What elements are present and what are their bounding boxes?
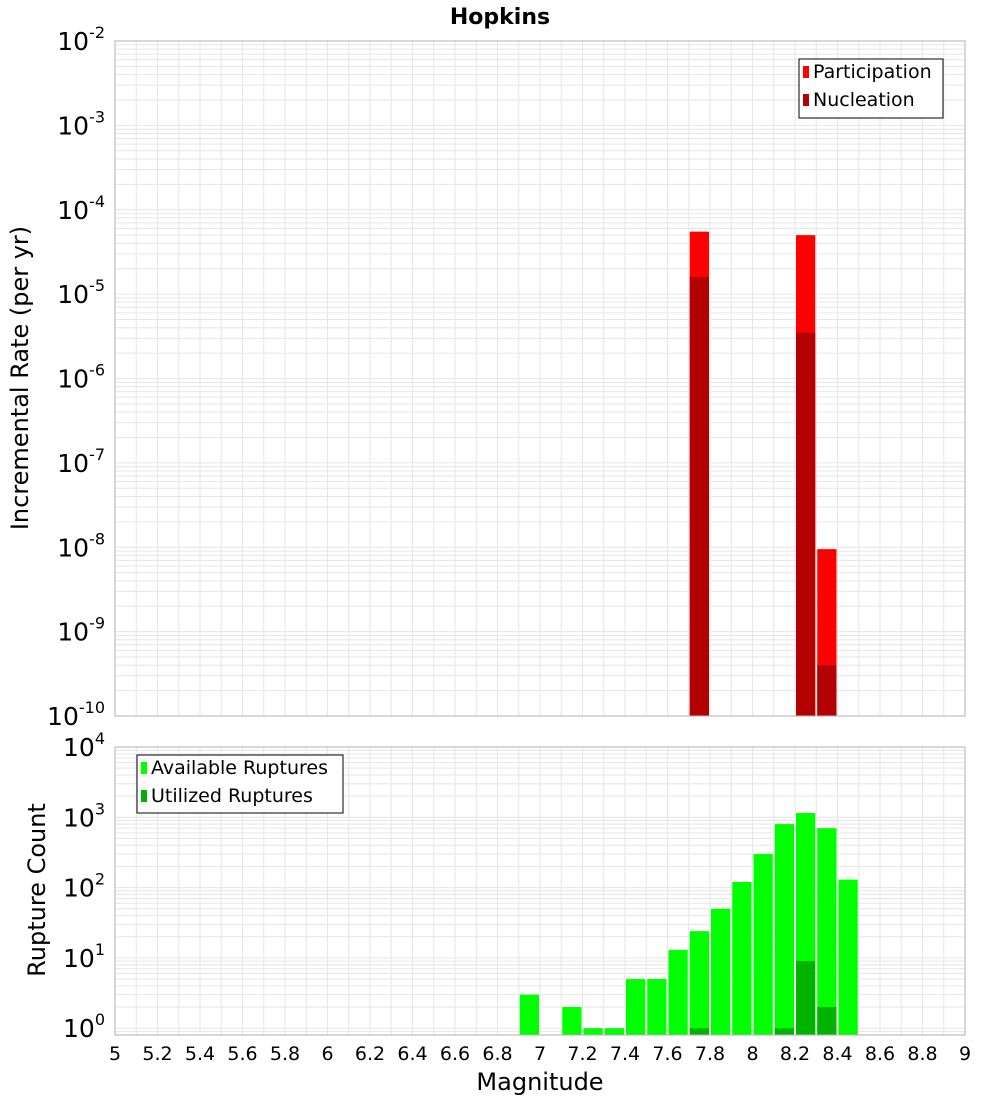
- y-tick-label: 10-6: [57, 361, 105, 394]
- available-bar: [753, 854, 773, 1035]
- x-tick-label: 7.6: [652, 1043, 682, 1065]
- x-axis-label: Magnitude: [476, 1068, 603, 1096]
- count-panel: 104 103 102 101 100 Available Ruptures Utilize…: [63, 729, 971, 1065]
- available-bar: [668, 949, 688, 1035]
- utilized-bar: [689, 1028, 709, 1035]
- x-tick-label: 7.2: [567, 1043, 597, 1065]
- available-bar: [647, 979, 667, 1035]
- x-tick-label: 7.8: [695, 1043, 725, 1065]
- y-tick-label: 10-5: [57, 276, 105, 309]
- y-tick-label: 10-3: [57, 107, 105, 140]
- legend-swatch: [141, 790, 147, 802]
- x-tick-label: 8.6: [865, 1043, 895, 1065]
- y-tick-label: 10-2: [57, 23, 105, 56]
- y-tick-label: 10-8: [57, 529, 105, 562]
- nucleation-bar: [796, 332, 816, 716]
- x-tick-label: 8: [746, 1043, 758, 1065]
- legend-label: Participation: [813, 61, 932, 83]
- y-tick-label: 102: [63, 870, 105, 903]
- legend-label: Available Ruptures: [151, 757, 328, 779]
- available-bar: [774, 824, 794, 1035]
- available-bar: [711, 908, 731, 1035]
- legend-swatch: [803, 66, 809, 78]
- utilized-bar: [774, 1028, 794, 1035]
- nucleation-bar: [689, 276, 709, 716]
- utilized-bar: [817, 1007, 837, 1035]
- x-tick-label: 8.4: [822, 1043, 852, 1065]
- plot-frame: [114, 40, 966, 717]
- available-bar: [689, 931, 709, 1035]
- x-tick-label: 8.8: [907, 1043, 937, 1065]
- y-tick-label: 10-7: [57, 445, 105, 478]
- x-tick-label: 6: [321, 1043, 333, 1065]
- available-bar: [583, 1028, 603, 1035]
- x-tick-label: 6.4: [397, 1043, 427, 1065]
- y-tick-label: 10-10: [47, 698, 105, 731]
- legend-label: Utilized Ruptures: [151, 785, 313, 807]
- x-tick-label: 5.6: [227, 1043, 257, 1065]
- legend-box: [798, 58, 944, 119]
- x-tick-label: 5.8: [270, 1043, 300, 1065]
- available-bar: [519, 994, 539, 1035]
- x-tick-label: 9: [959, 1043, 971, 1065]
- bottom-y-axis-label: Rupture Count: [23, 803, 51, 977]
- legend-label: Nucleation: [813, 89, 915, 111]
- x-tick-label: 5: [109, 1043, 121, 1065]
- x-tick-label: 7.4: [610, 1043, 640, 1065]
- y-tick-label: 100: [63, 1010, 105, 1043]
- available-bar: [732, 882, 752, 1035]
- x-tick-label: 6.6: [440, 1043, 470, 1065]
- y-tick-label: 103: [63, 799, 105, 832]
- x-tick-label: 5.4: [185, 1043, 215, 1065]
- available-bar: [838, 879, 858, 1035]
- x-tick-label: 7: [534, 1043, 546, 1065]
- legend-swatch: [141, 762, 147, 774]
- legend-swatch: [803, 94, 809, 106]
- nucleation-bar: [817, 665, 837, 716]
- y-tick-label: 104: [63, 729, 105, 762]
- x-tick-label: 6.2: [355, 1043, 385, 1065]
- y-tick-label: 10-9: [57, 614, 105, 647]
- available-bar: [626, 979, 646, 1035]
- available-bar: [604, 1028, 624, 1035]
- available-bar: [817, 828, 837, 1035]
- y-tick-label: 101: [63, 940, 105, 973]
- legend: Participation Nucleation: [798, 58, 944, 119]
- legend-box: [136, 754, 344, 814]
- utilized-bar: [796, 961, 816, 1035]
- y-tick-label: 10-4: [57, 192, 105, 225]
- rate-panel: 10-2 10-3 10-4 10-5 10-6 10-7 10-8 10-9 10-10 Par…: [47, 23, 966, 731]
- available-bar: [562, 1007, 582, 1035]
- top-y-axis-label: Incremental Rate (per yr): [6, 226, 34, 530]
- legend: Available Ruptures Utilized Ruptures: [136, 754, 344, 814]
- plot-frame: [114, 746, 966, 1036]
- x-tick-label: 6.8: [482, 1043, 512, 1065]
- x-tick-label: 5.2: [142, 1043, 172, 1065]
- chart-title: Hopkins: [450, 5, 550, 30]
- x-tick-label: 8.2: [780, 1043, 810, 1065]
